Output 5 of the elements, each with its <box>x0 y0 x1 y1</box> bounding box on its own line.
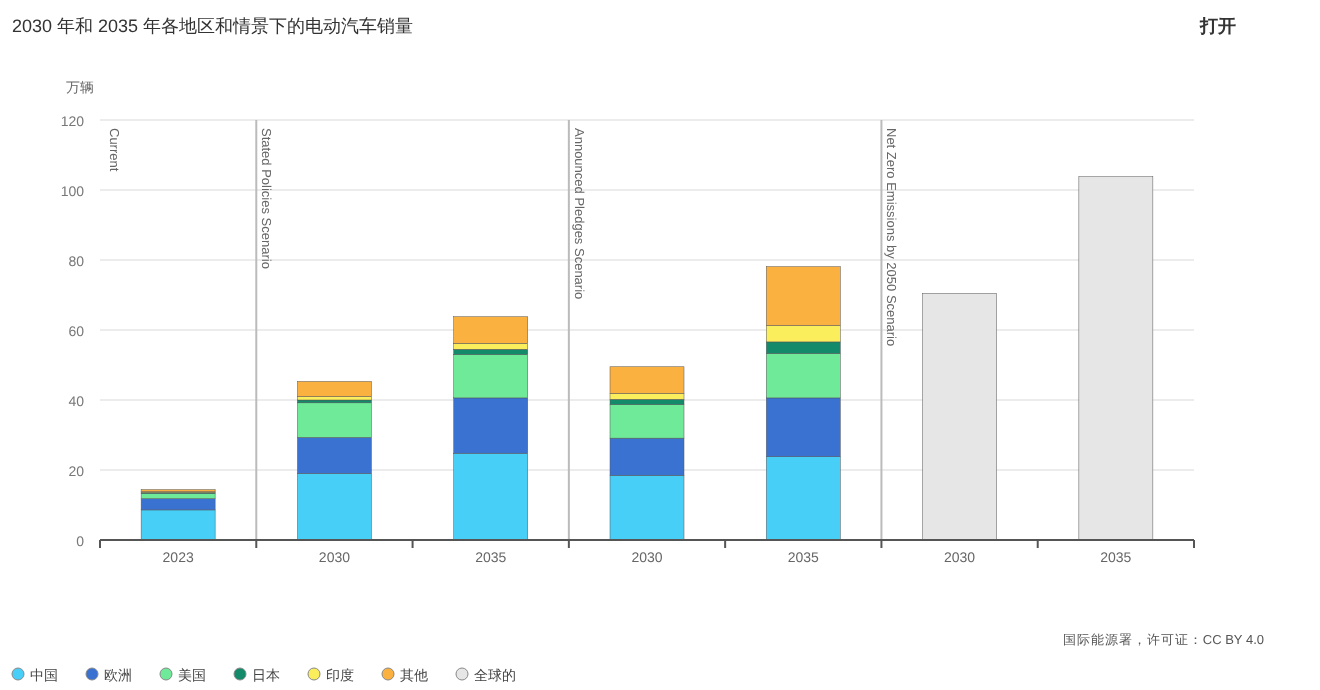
bar <box>609 366 685 394</box>
bar <box>297 381 372 397</box>
text: 打开 <box>1198 16 1236 36</box>
bar <box>453 316 528 344</box>
chart-title: 2030 年和 2035 年各地区和情景下的电动汽车销量 <box>12 16 414 36</box>
